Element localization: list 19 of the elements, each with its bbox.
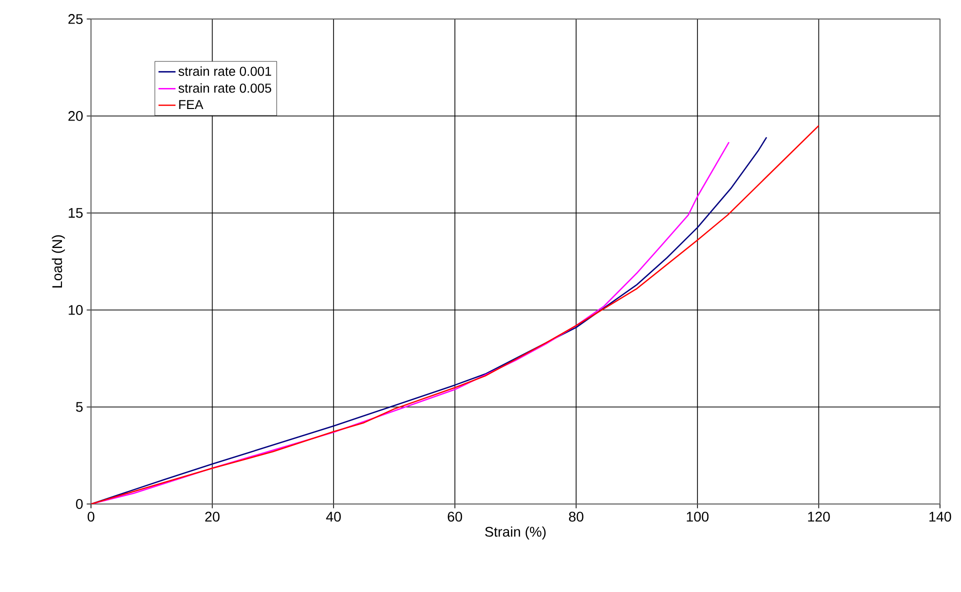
y-tick-label: 5 [76, 402, 83, 412]
legend-label: FEA [179, 100, 204, 109]
y-axis-title: Load (N) [52, 235, 65, 288]
legend-label: strain rate 0.001 [178, 66, 272, 76]
x-tick-label: 40 [326, 512, 341, 522]
legend-label: strain rate 0.005 [178, 83, 272, 93]
y-tick-label: 20 [68, 111, 83, 121]
x-tick-label: 100 [686, 512, 709, 522]
x-tick-label: 80 [569, 512, 584, 522]
x-tick-label: 0 [88, 512, 94, 522]
x-tick-label: 20 [205, 512, 220, 522]
x-tick-label: 140 [929, 512, 952, 522]
x-tick-label: 60 [448, 512, 462, 522]
x-axis-title: Strain (%) [485, 526, 546, 540]
y-tick-label: 10 [68, 305, 83, 315]
x-tick-label: 120 [808, 512, 830, 522]
y-tick-label: 15 [68, 208, 83, 218]
y-tick-label: 25 [68, 14, 83, 24]
y-tick-label: 0 [76, 499, 83, 509]
